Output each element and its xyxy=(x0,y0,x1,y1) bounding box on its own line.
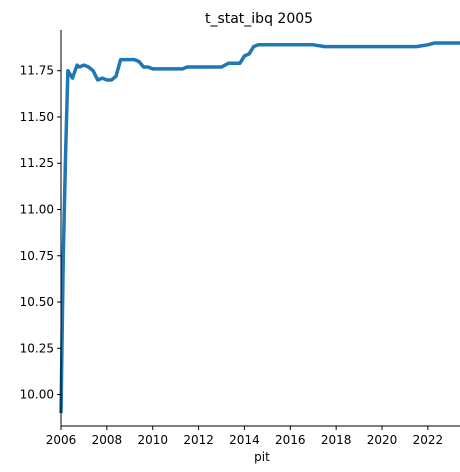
x-tick-label: 2016 xyxy=(275,433,306,447)
series-line-0 xyxy=(59,41,460,414)
x-axis-label: pit xyxy=(254,450,270,464)
y-tick-label: 10.00 xyxy=(20,388,54,402)
y-axis-ticks: 10.00 10.25 10.50 10.75 11.00 11.25 11.50 11.75 xyxy=(20,64,61,402)
x-tick-label: 2018 xyxy=(321,433,352,447)
x-tick-label: 2012 xyxy=(183,433,214,447)
x-tick-label: 2020 xyxy=(367,433,398,447)
y-tick-label: 10.75 xyxy=(20,249,54,263)
y-tick-label: 11.50 xyxy=(20,110,54,124)
x-tick-label: 2010 xyxy=(137,433,168,447)
y-tick-label: 11.25 xyxy=(20,156,54,170)
x-tick-label: 2008 xyxy=(92,433,123,447)
x-axis-ticks: 2006 2008 2010 2012 2014 2016 2018 2020 2022 xyxy=(46,426,443,447)
x-tick-label: 2014 xyxy=(229,433,260,447)
y-tick-label: 10.50 xyxy=(20,295,54,309)
y-tick-label: 11.00 xyxy=(20,202,54,216)
y-tick-label: 11.75 xyxy=(20,64,54,78)
x-tick-label: 2006 xyxy=(46,433,77,447)
plot-area xyxy=(59,41,460,414)
y-tick-label: 10.25 xyxy=(20,341,54,355)
x-tick-label: 2022 xyxy=(413,433,444,447)
chart-title: t_stat_ibq 2005 xyxy=(205,11,313,27)
